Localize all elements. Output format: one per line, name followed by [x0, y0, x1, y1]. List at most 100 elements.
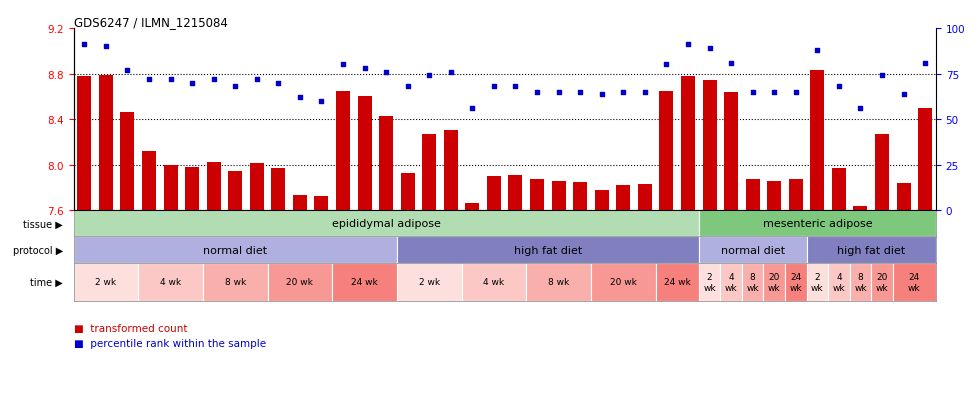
Text: high fat diet: high fat diet: [837, 245, 906, 255]
Point: [163, 76, 178, 83]
Point: [853, 106, 868, 112]
Point: [314, 98, 329, 105]
Bar: [850, 263, 871, 301]
Bar: [552, 181, 565, 211]
Point: [184, 80, 200, 87]
Point: [76, 42, 92, 49]
Bar: [268, 263, 332, 301]
Text: 20 wk: 20 wk: [610, 278, 637, 287]
Bar: [271, 169, 285, 211]
Point: [766, 89, 782, 96]
Point: [659, 62, 674, 69]
Bar: [763, 263, 785, 301]
Bar: [397, 263, 462, 301]
Bar: [832, 169, 846, 211]
Bar: [77, 77, 91, 211]
Bar: [875, 135, 889, 211]
Text: normal diet: normal diet: [720, 245, 785, 255]
Bar: [250, 164, 264, 211]
Point: [723, 60, 739, 67]
Point: [486, 84, 502, 90]
Bar: [591, 263, 656, 301]
Bar: [422, 135, 436, 211]
Text: ■  percentile rank within the sample: ■ percentile rank within the sample: [74, 338, 266, 348]
Text: 2 wk: 2 wk: [418, 278, 440, 287]
Bar: [785, 263, 807, 301]
Point: [551, 89, 566, 96]
Text: normal diet: normal diet: [203, 245, 268, 255]
Bar: [526, 263, 591, 301]
Bar: [185, 167, 199, 211]
Bar: [767, 181, 781, 211]
Text: 4
wk: 4 wk: [833, 273, 845, 292]
Point: [357, 66, 372, 72]
Bar: [203, 263, 268, 301]
Bar: [466, 204, 479, 211]
Bar: [742, 263, 763, 301]
Bar: [897, 183, 910, 211]
Point: [594, 91, 610, 97]
Bar: [74, 211, 699, 237]
Text: ■  transformed count: ■ transformed count: [74, 323, 187, 333]
Bar: [638, 185, 652, 211]
Bar: [358, 97, 371, 211]
Text: 8 wk: 8 wk: [548, 278, 569, 287]
Bar: [703, 81, 716, 211]
Bar: [530, 180, 544, 211]
Text: mesenteric adipose: mesenteric adipose: [762, 219, 872, 229]
Text: high fat diet: high fat diet: [514, 245, 582, 255]
Point: [141, 76, 157, 83]
Point: [270, 80, 286, 87]
Text: epididymal adipose: epididymal adipose: [331, 219, 441, 229]
Point: [809, 47, 825, 54]
Text: 2
wk: 2 wk: [811, 273, 823, 292]
Bar: [138, 263, 203, 301]
Bar: [807, 263, 828, 301]
Bar: [99, 76, 113, 211]
Bar: [918, 108, 932, 211]
Point: [335, 62, 351, 69]
Point: [702, 45, 717, 52]
Bar: [871, 263, 893, 301]
Point: [615, 89, 631, 96]
Point: [206, 76, 221, 83]
Bar: [332, 263, 397, 301]
Text: 4 wk: 4 wk: [160, 278, 181, 287]
Point: [465, 106, 480, 112]
Bar: [379, 116, 393, 211]
Bar: [595, 190, 609, 211]
Bar: [315, 197, 328, 211]
Text: 8 wk: 8 wk: [224, 278, 246, 287]
Bar: [121, 113, 134, 211]
Bar: [509, 176, 522, 211]
Text: 2 wk: 2 wk: [95, 278, 117, 287]
Point: [529, 89, 545, 96]
Text: 4 wk: 4 wk: [483, 278, 505, 287]
Bar: [397, 237, 699, 263]
Bar: [207, 163, 220, 211]
Bar: [616, 185, 630, 211]
Bar: [746, 180, 760, 211]
Bar: [487, 176, 501, 211]
Text: 24 wk: 24 wk: [663, 278, 691, 287]
Point: [680, 42, 696, 49]
Point: [421, 73, 437, 79]
Point: [400, 84, 416, 90]
Point: [98, 44, 114, 50]
Bar: [828, 263, 850, 301]
Point: [508, 84, 523, 90]
Bar: [462, 263, 526, 301]
Point: [831, 84, 847, 90]
Point: [745, 89, 760, 96]
Text: 24
wk: 24 wk: [908, 273, 920, 292]
Bar: [656, 263, 699, 301]
Text: 24 wk: 24 wk: [351, 278, 378, 287]
Bar: [401, 173, 415, 211]
Text: GDS6247 / ILMN_1215084: GDS6247 / ILMN_1215084: [74, 16, 227, 29]
Text: 20
wk: 20 wk: [876, 273, 888, 292]
Point: [227, 84, 243, 90]
Text: 2
wk: 2 wk: [704, 273, 715, 292]
Bar: [699, 237, 807, 263]
Bar: [789, 180, 803, 211]
Point: [443, 69, 459, 76]
